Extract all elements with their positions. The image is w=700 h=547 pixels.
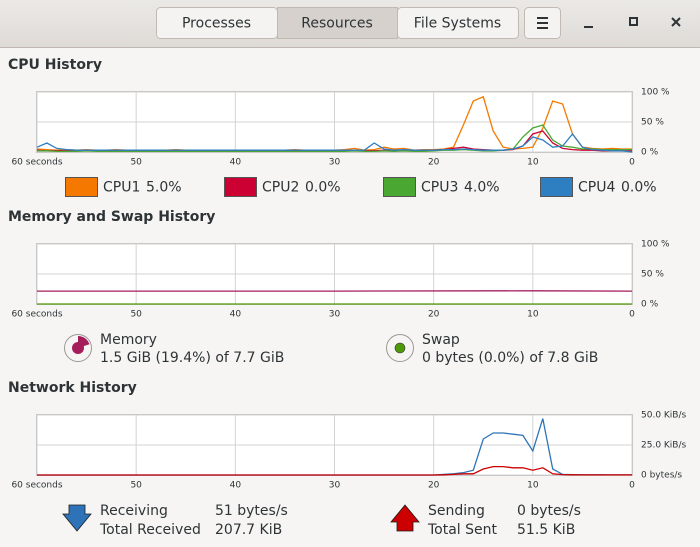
- chart: 60 seconds 50 40 30 20 10 0 50.0 KiB/s 25.0 KiB/…: [11, 411, 686, 491]
- legend-item[interactable]: Sending Total Sent 0 bytes/s 51.5 KiB: [390, 503, 581, 538]
- legend-item[interactable]: Swap 0 bytes (0.0%) of 7.8 GiB: [386, 332, 599, 366]
- series-line: [36, 132, 633, 153]
- legend-item[interactable]: CPU4 0.0%: [540, 177, 657, 197]
- legend-swatch[interactable]: [65, 177, 98, 197]
- legend-name: CPU2: [262, 180, 299, 196]
- x-tick-label: 40: [230, 158, 242, 168]
- x-tick-label: 50: [130, 310, 142, 320]
- x-tick-label: 0: [629, 310, 635, 320]
- tab-label[interactable]: Processes: [182, 16, 251, 32]
- legend-name: Swap: [422, 332, 460, 348]
- y-tick-label: 50.0 KiB/s: [641, 411, 687, 421]
- x-tick-label: 50: [130, 481, 142, 491]
- series-line: [37, 124, 632, 153]
- tab-label[interactable]: File Systems: [414, 16, 501, 32]
- legend-rate: 51 bytes/s: [215, 503, 288, 519]
- legend-total: 207.7 KiB: [215, 522, 282, 538]
- tab[interactable]: File Systems: [397, 7, 519, 39]
- close-button[interactable]: [671, 17, 681, 27]
- y-tick-label: 50 %: [641, 118, 664, 128]
- chart: 60 seconds 50 40 30 20 10 0 100 % 50 % 0 %: [11, 240, 670, 320]
- legend-item[interactable]: CPU1 5.0%: [65, 177, 182, 197]
- legend-value: 0.0%: [621, 180, 657, 196]
- legend-total-label: Total Received: [99, 522, 201, 538]
- section-title: CPU History: [8, 57, 102, 73]
- legend-item[interactable]: CPU2 0.0%: [224, 177, 341, 197]
- x-tick-label: 30: [329, 158, 341, 168]
- legend-value: 0.0%: [305, 180, 341, 196]
- x-tick-label: 50: [130, 158, 142, 168]
- tab-switcher: Processes Resources File Systems: [156, 7, 519, 39]
- tab[interactable]: Processes: [156, 7, 278, 39]
- legend-item[interactable]: CPU3 4.0%: [383, 177, 500, 197]
- tab-button[interactable]: [397, 7, 519, 39]
- legend-item[interactable]: Receiving Total Received 51 bytes/s 207.7 K…: [62, 503, 288, 538]
- legend-value: 5.0%: [146, 180, 182, 196]
- x-tick-label: 20: [428, 481, 440, 491]
- x-tick-label: 60 seconds: [11, 481, 62, 491]
- x-tick-label: 0: [629, 158, 635, 168]
- y-tick-label: 50 %: [641, 270, 664, 280]
- menu-button[interactable]: [524, 7, 561, 39]
- legend-value: 0 bytes (0.0%) of 7.8 GiB: [422, 350, 598, 366]
- legend-name: CPU1: [103, 180, 140, 196]
- x-tick-label: 10: [527, 481, 539, 491]
- legend-icon-core: [394, 342, 406, 354]
- legend-swatch[interactable]: [224, 177, 257, 197]
- x-tick-label: 20: [428, 158, 440, 168]
- legend-total-label: Total Sent: [427, 522, 498, 538]
- legend-swatch[interactable]: [540, 177, 573, 197]
- chart: 60 seconds 50 40 30 20 10 0 100 % 50 % 0 %: [11, 88, 670, 168]
- legend-name: Sending: [428, 503, 485, 519]
- y-tick-label: 25.0 KiB/s: [641, 441, 687, 451]
- legend-name: Receiving: [100, 503, 168, 519]
- y-tick-label: 0 %: [641, 300, 659, 310]
- legend-value: 4.0%: [464, 180, 500, 196]
- legend-icon-core: [72, 342, 84, 354]
- legend-item[interactable]: Memory 1.5 GiB (19.4%) of 7.7 GiB: [64, 332, 285, 366]
- x-tick-label: 30: [329, 310, 341, 320]
- legend-icon[interactable]: [390, 504, 420, 532]
- x-tick-label: 10: [527, 158, 539, 168]
- legend-icon[interactable]: [62, 504, 92, 532]
- minimize-button[interactable]: [584, 26, 593, 28]
- plot-border: [36, 91, 633, 153]
- legend-name: Memory: [100, 332, 157, 348]
- series-line: [37, 465, 632, 476]
- tab-label[interactable]: Resources: [301, 16, 373, 32]
- x-tick-label: 40: [230, 310, 242, 320]
- x-tick-label: 30: [329, 481, 341, 491]
- x-tick-label: 10: [527, 310, 539, 320]
- y-tick-label: 0 bytes/s: [641, 471, 682, 481]
- legend-name: CPU3: [421, 180, 458, 196]
- legend-rate: 0 bytes/s: [517, 503, 581, 519]
- x-tick-label: 40: [230, 481, 242, 491]
- y-tick-label: 100 %: [641, 88, 670, 98]
- x-tick-label: 0: [629, 481, 635, 491]
- legend-name: CPU4: [578, 180, 615, 196]
- legend-total: 51.5 KiB: [517, 522, 575, 538]
- x-tick-label: 60 seconds: [11, 158, 62, 168]
- section-title: Network History: [8, 380, 137, 396]
- x-tick-label: 20: [428, 310, 440, 320]
- tab[interactable]: Resources: [277, 7, 398, 39]
- maximize-button[interactable]: [629, 17, 638, 26]
- x-tick-label: 60 seconds: [11, 310, 62, 320]
- y-tick-label: 0 %: [641, 148, 659, 158]
- y-tick-label: 100 %: [641, 240, 670, 250]
- legend-swatch[interactable]: [383, 177, 416, 197]
- section-title: Memory and Swap History: [8, 209, 215, 225]
- legend-value: 1.5 GiB (19.4%) of 7.7 GiB: [100, 350, 284, 366]
